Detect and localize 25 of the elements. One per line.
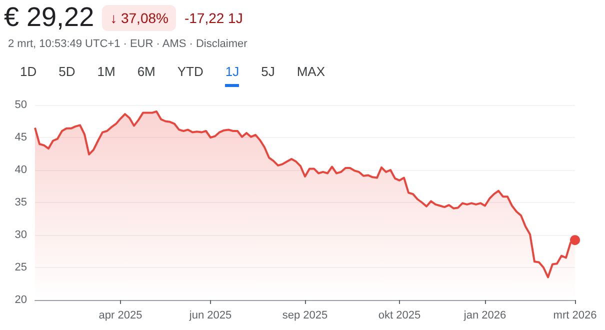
x-tick-label: sep 2025	[282, 310, 328, 322]
text: 5J	[261, 63, 275, 81]
y-tick-label: 45	[14, 132, 27, 144]
x-tick-label: jun 2025	[188, 310, 232, 322]
text: 1D	[20, 63, 37, 81]
y-tick-label: 30	[14, 229, 27, 241]
text: 6M	[137, 63, 156, 81]
text: YTD	[177, 63, 204, 81]
x-tick-label: apr 2025	[98, 310, 142, 322]
y-tick-label: 25	[14, 262, 27, 274]
y-tick-label: 35	[14, 196, 27, 208]
chart-title: € 29,22	[4, 2, 94, 33]
y-tick-label: 50	[14, 99, 27, 111]
text: 1J	[225, 62, 240, 87]
text: MAX	[296, 63, 326, 81]
x-tick-label: okt 2025	[378, 310, 421, 322]
text: 1M	[97, 63, 116, 81]
text: ↓ 37,08%	[102, 4, 176, 30]
text: 5D	[58, 63, 76, 81]
text: -17,22 1J	[184, 10, 243, 26]
chart-subtitle: 2 mrt, 10:53:49 UTC+1 · EUR · AMS · Disclaimer	[8, 38, 248, 50]
y-tick-label: 20	[14, 294, 27, 306]
y-tick-label: 40	[14, 164, 27, 176]
x-tick-label: mrt 2026	[553, 310, 597, 322]
x-tick-label: jan 2026	[462, 310, 506, 322]
